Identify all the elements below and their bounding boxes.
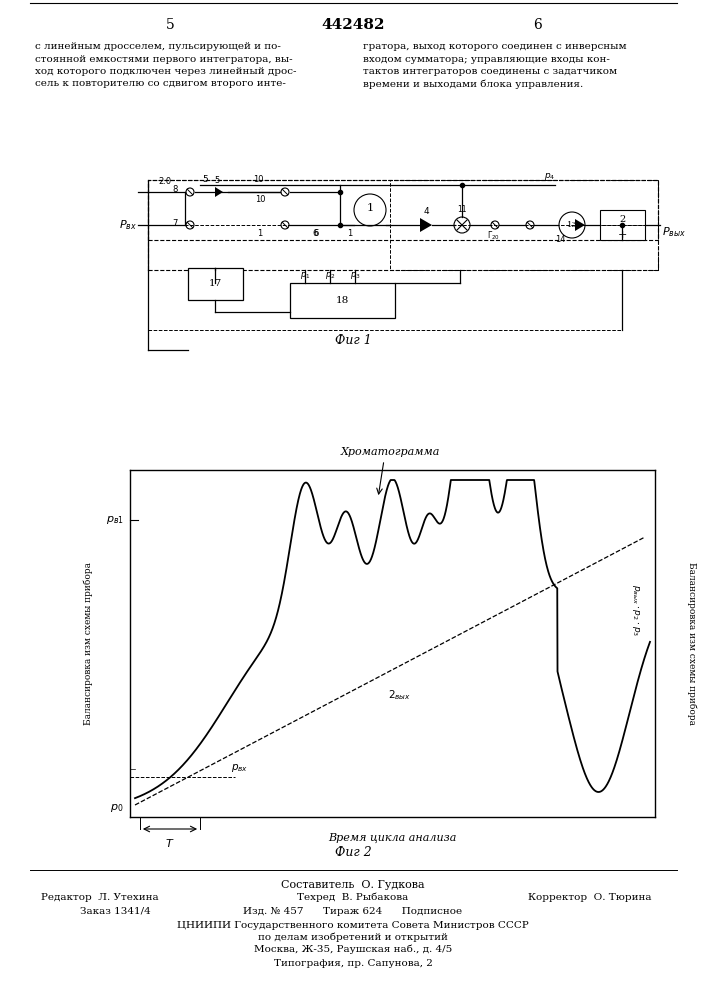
Text: 442482: 442482 [321, 18, 385, 32]
Text: 17: 17 [209, 279, 222, 288]
Text: Москва, Ж-35, Раушская наб., д. 4/5: Москва, Ж-35, Раушская наб., д. 4/5 [254, 945, 452, 954]
Text: 5: 5 [165, 18, 175, 32]
Text: гратора, выход которого соединен с инверсным
входом сумматора; управляющие входы: гратора, выход которого соединен с инвер… [363, 42, 626, 89]
Text: $T$: $T$ [165, 837, 175, 849]
Bar [148, 180, 658, 270]
Text: 5: 5 [202, 175, 208, 184]
Text: Корректор  О. Тюрина: Корректор О. Тюрина [528, 893, 652, 902]
Circle shape [186, 221, 194, 229]
Text: 1: 1 [257, 229, 262, 238]
Text: 13: 13 [566, 221, 578, 229]
Text: Изд. № 457      Тираж 624      Подписное: Изд. № 457 Тираж 624 Подписное [243, 907, 462, 916]
Circle shape [559, 212, 585, 238]
Text: 11: 11 [457, 205, 467, 214]
Text: 4: 4 [423, 207, 429, 216]
Text: $р_2$: $р_2$ [325, 270, 335, 281]
Bar [290, 283, 395, 318]
Text: 14: 14 [555, 235, 566, 244]
Text: Заказ 1341/4: Заказ 1341/4 [80, 907, 151, 916]
Text: 2: 2 [619, 216, 626, 225]
Text: $P_{вх}$: $P_{вх}$ [119, 218, 137, 232]
Text: 1: 1 [347, 229, 353, 238]
Text: Балансировка изм схемы прибора: Балансировка изм схемы прибора [687, 562, 697, 725]
Circle shape [354, 194, 386, 226]
Polygon shape [215, 187, 223, 197]
Circle shape [281, 188, 289, 196]
Text: Техред  В. Рыбакова: Техред В. Рыбакова [298, 893, 409, 902]
Text: $\Gamma_{20}$: $\Gamma_{20}$ [486, 229, 499, 241]
Text: 5: 5 [214, 176, 220, 185]
Text: $р_4$: $р_4$ [544, 171, 556, 182]
Text: +: + [618, 230, 627, 240]
Bar [188, 268, 243, 300]
Text: Балансировка изм схемы прибора: Балансировка изм схемы прибора [83, 562, 93, 725]
Text: $р_{вх}$: $р_{вх}$ [231, 762, 249, 774]
Text: 2.0: 2.0 [158, 178, 172, 186]
Circle shape [454, 217, 470, 233]
Bar [600, 210, 645, 240]
Text: $р_1$: $р_1$ [300, 270, 310, 281]
Text: $р_3$: $р_3$ [350, 270, 361, 281]
Text: с линейным дросселем, пульсирующей и по-
стоянной емкостями первого интегратора,: с линейным дросселем, пульсирующей и по-… [35, 42, 296, 89]
Text: Составитель  О. Гудкова: Составитель О. Гудкова [281, 880, 425, 890]
Text: 10: 10 [255, 195, 265, 204]
Text: $р_{вых}\cdot р_{2}\cdot р_{3}$: $р_{вых}\cdot р_{2}\cdot р_{3}$ [630, 584, 641, 636]
Text: 8: 8 [173, 184, 178, 194]
Text: 1: 1 [366, 203, 373, 213]
Circle shape [491, 221, 499, 229]
Text: Фиг 1: Фиг 1 [334, 334, 371, 347]
Text: 10: 10 [252, 175, 263, 184]
Text: по делам изобретений и открытий: по делам изобретений и открытий [258, 933, 448, 942]
Text: 6: 6 [532, 18, 542, 32]
Text: 6: 6 [313, 229, 319, 238]
Text: Хроматограмма: Хроматограмма [340, 447, 440, 457]
Text: Время цикла анализа: Время цикла анализа [328, 833, 457, 843]
Text: 18: 18 [336, 296, 349, 305]
Text: Редактор  Л. Утехина: Редактор Л. Утехина [41, 893, 159, 902]
Bar [148, 180, 658, 240]
Circle shape [526, 221, 534, 229]
Polygon shape [420, 218, 432, 232]
Bar [390, 180, 658, 270]
Text: Фиг 2: Фиг 2 [334, 846, 371, 858]
Text: ЦНИИПИ Государственного комитета Совета Министров СССР: ЦНИИПИ Государственного комитета Совета … [177, 921, 529, 930]
Text: $р_0$: $р_0$ [110, 802, 123, 814]
Text: $р_{в1}$: $р_{в1}$ [106, 514, 124, 526]
Polygon shape [575, 219, 585, 231]
Text: 6: 6 [312, 229, 317, 238]
Circle shape [281, 221, 289, 229]
Text: 7: 7 [173, 220, 178, 229]
Circle shape [186, 188, 194, 196]
Text: $P_{вых}$: $P_{вых}$ [662, 225, 686, 239]
Text: Типография, пр. Сапунова, 2: Типография, пр. Сапунова, 2 [274, 959, 433, 968]
Text: $\mathit{2}_{вых}$: $\mathit{2}_{вых}$ [388, 688, 411, 702]
